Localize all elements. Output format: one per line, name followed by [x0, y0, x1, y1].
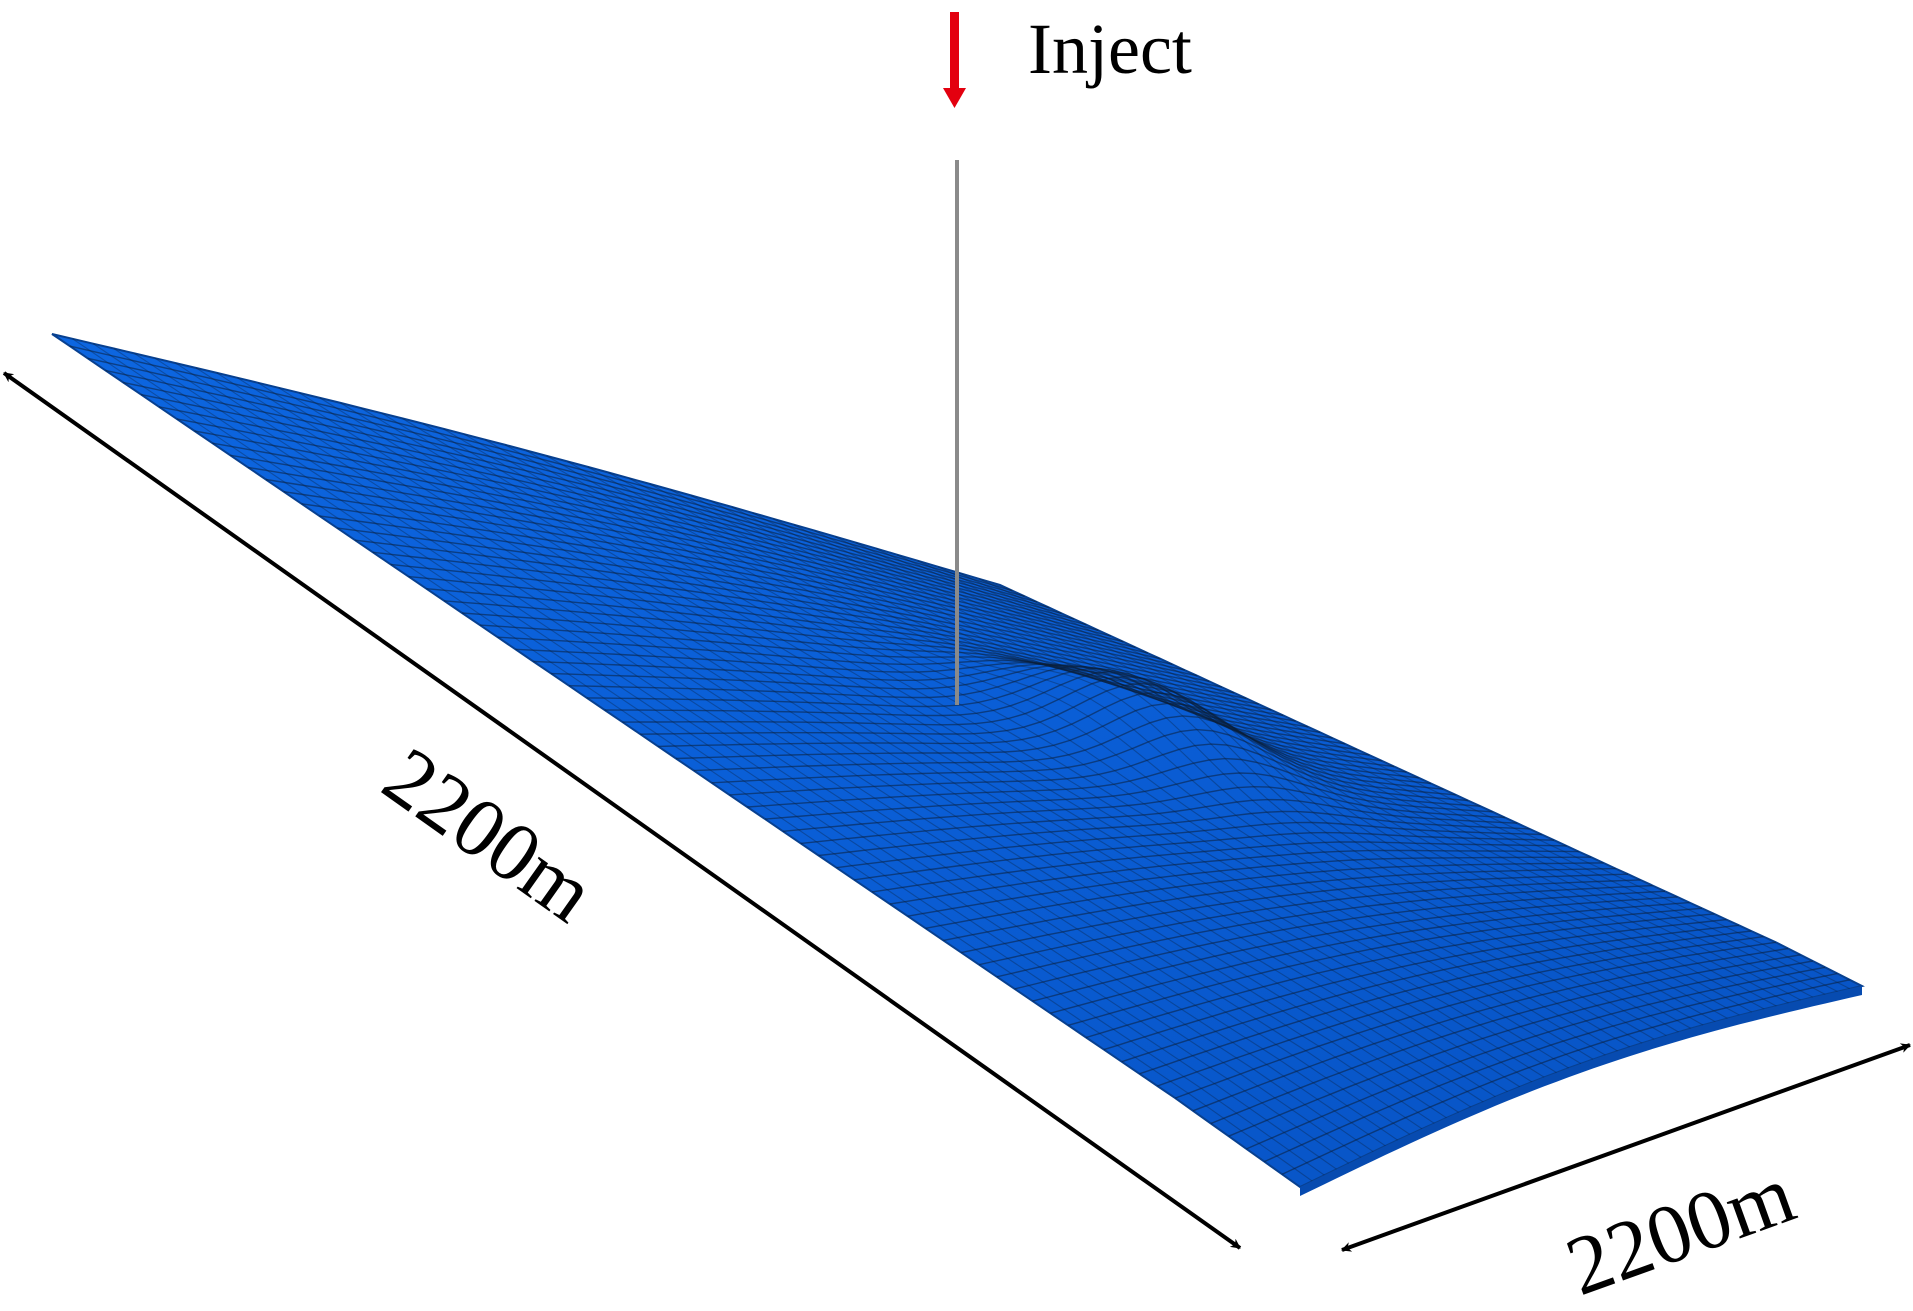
width-dimension-label: 2200m — [1555, 1147, 1806, 1306]
length-dimension-label: 2200m — [367, 730, 611, 941]
mesh-line-across — [1157, 935, 1764, 1087]
mesh-line-across — [1192, 947, 1789, 1112]
mesh-line-across — [1228, 960, 1813, 1137]
surface-front-edge — [1300, 986, 1862, 1196]
inject-label: Inject — [1028, 9, 1192, 89]
injection-arrow-icon — [943, 12, 966, 108]
mesh-line-across — [1174, 941, 1776, 1099]
length-dimension-arrow — [2, 371, 1242, 1250]
mesh-line-across — [1210, 954, 1801, 1125]
mesh-line-across — [1139, 930, 1752, 1075]
width-dimension-arrow — [1341, 1043, 1911, 1252]
